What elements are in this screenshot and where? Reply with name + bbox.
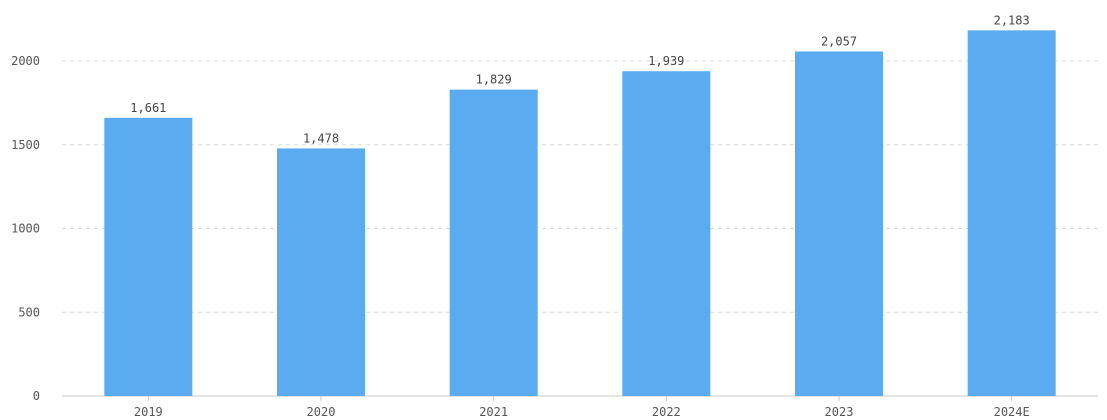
x-tick-label: 2021 <box>479 405 508 419</box>
data-labels: 1,661 1,478 1,829 1,939 2,057 2,183 <box>130 13 1029 145</box>
data-label: 2,057 <box>821 34 857 48</box>
bar <box>795 51 883 396</box>
x-tick-label: 2019 <box>134 405 163 419</box>
x-tick-label: 2024E <box>994 405 1030 419</box>
y-tick-label: 1000 <box>11 222 40 236</box>
x-tick-label: 2022 <box>652 405 681 419</box>
bar <box>104 117 193 396</box>
x-tick-label: 2020 <box>307 405 336 419</box>
y-tick-label: 2000 <box>11 54 40 68</box>
x-axis <box>62 395 1098 401</box>
data-label: 2,183 <box>994 13 1030 27</box>
bar <box>277 148 365 396</box>
data-label: 1,661 <box>130 101 166 115</box>
bars <box>104 30 1056 396</box>
data-label: 1,478 <box>303 131 339 145</box>
y-axis-ticks: 0 500 1000 1500 2000 <box>11 54 40 403</box>
y-tick-label: 500 <box>18 305 40 319</box>
bar <box>622 71 711 396</box>
y-tick-label: 0 <box>33 389 40 403</box>
x-tick-label: 2023 <box>825 405 854 419</box>
data-label: 1,829 <box>476 73 512 87</box>
bar <box>967 30 1056 396</box>
x-axis-ticks: 2019 2020 2021 2022 2023 2024E <box>134 405 1030 419</box>
data-label: 1,939 <box>648 54 684 68</box>
y-tick-label: 1500 <box>11 138 40 152</box>
gridlines <box>62 60 1098 313</box>
bar <box>449 89 538 396</box>
